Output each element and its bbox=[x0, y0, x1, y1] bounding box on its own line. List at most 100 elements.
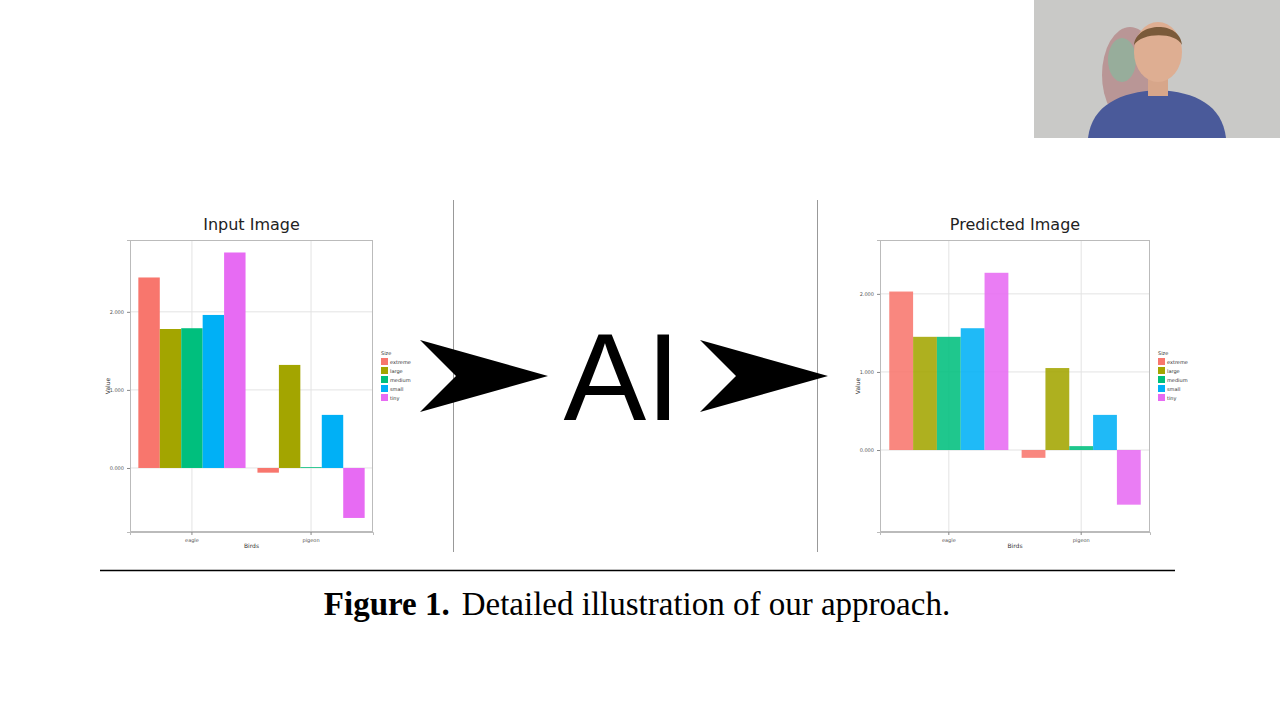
legend-label: small bbox=[390, 386, 403, 392]
y-tick-mark bbox=[877, 450, 880, 451]
x-tick-mark bbox=[1081, 532, 1082, 535]
x-axis-line bbox=[131, 533, 374, 536]
bar bbox=[300, 467, 321, 469]
y-tick-mark bbox=[877, 294, 880, 295]
y-tick: 0.000 bbox=[860, 447, 880, 453]
bar bbox=[322, 415, 343, 468]
legend-swatch bbox=[381, 358, 388, 365]
legend: Sizeextremelargemediumsmalltiny bbox=[381, 350, 411, 402]
webcam-painting-detail bbox=[1108, 38, 1136, 82]
x-tick: eagle bbox=[942, 532, 956, 544]
y-tick-mark bbox=[877, 372, 880, 373]
x-tick-mark bbox=[191, 532, 192, 535]
legend-label: extreme bbox=[1167, 359, 1188, 365]
y-tick-mark bbox=[127, 468, 130, 469]
chart-title: Predicted Image bbox=[950, 215, 1080, 234]
grid-line-y bbox=[130, 311, 373, 312]
plot-background bbox=[130, 240, 373, 532]
legend-swatch bbox=[1158, 367, 1165, 374]
legend-swatch bbox=[381, 394, 388, 401]
legend-swatch bbox=[381, 367, 388, 374]
y-tick: 1.000 bbox=[860, 369, 880, 375]
legend-swatch bbox=[1158, 376, 1165, 383]
y-tick-label: 1.000 bbox=[860, 369, 874, 375]
x-axis-title: Birds bbox=[1007, 542, 1022, 549]
legend-label: large bbox=[390, 368, 403, 375]
grid-line-y bbox=[880, 293, 1150, 294]
caption-label: Figure 1. bbox=[324, 586, 450, 622]
bars bbox=[138, 252, 364, 517]
bar bbox=[913, 337, 937, 450]
y-axis-title: Value bbox=[854, 377, 861, 394]
x-tick-mark bbox=[948, 532, 949, 535]
webcam-background bbox=[1034, 0, 1280, 138]
x-tick-label: eagle bbox=[942, 537, 956, 544]
arrow-right bbox=[700, 340, 828, 412]
y-tick-label: 2.000 bbox=[110, 309, 124, 315]
legend-swatch bbox=[381, 385, 388, 392]
bar bbox=[1117, 450, 1141, 505]
y-tick-mark bbox=[127, 390, 130, 391]
bar bbox=[279, 365, 300, 468]
bar bbox=[138, 277, 159, 468]
y-tick: 2.000 bbox=[110, 309, 130, 315]
plot-frame bbox=[131, 241, 373, 532]
y-axis: 0.000 1.000 2.000 bbox=[110, 241, 131, 533]
y-tick: 0.000 bbox=[110, 465, 130, 471]
plot-frame bbox=[881, 241, 1150, 532]
center-text: AI bbox=[563, 308, 680, 446]
webcam-body bbox=[1088, 90, 1226, 138]
legend-label: tiny bbox=[390, 395, 400, 402]
y-tick-label: 0.000 bbox=[860, 447, 874, 453]
legend-label: medium bbox=[1167, 377, 1188, 383]
figure-canvas: AI Figure 1. Detailed illustration of our … bbox=[0, 0, 1280, 720]
bar bbox=[343, 468, 364, 518]
bar bbox=[160, 329, 181, 468]
legend-title: Size bbox=[1158, 350, 1168, 356]
y-tick-label: 0.000 bbox=[110, 465, 124, 471]
bar bbox=[937, 337, 961, 450]
bar bbox=[985, 273, 1009, 450]
x-tick: eagle bbox=[185, 532, 199, 544]
legend-swatch bbox=[1158, 358, 1165, 365]
x-axis-line bbox=[881, 533, 1151, 536]
y-axis: 0.000 1.000 2.000 bbox=[860, 241, 881, 533]
bar bbox=[961, 328, 985, 450]
bar bbox=[181, 328, 202, 468]
arrow-left bbox=[420, 340, 548, 412]
y-tick: 1.000 bbox=[110, 387, 130, 393]
bar bbox=[1045, 368, 1069, 450]
separator-left bbox=[453, 200, 454, 552]
chart: Predicted Image 0.000 1.000 2.000 eagle pigeo… bbox=[854, 215, 1188, 549]
bar bbox=[224, 252, 245, 467]
caption: Figure 1. Detailed illustration of our ap… bbox=[324, 586, 950, 622]
y-tick: 2.000 bbox=[860, 291, 880, 297]
legend-swatch bbox=[1158, 394, 1165, 401]
legend-label: extreme bbox=[390, 359, 411, 365]
caption-text: Detailed illustration of our approach. bbox=[462, 586, 950, 622]
y-tick-label: 2.000 bbox=[860, 291, 874, 297]
grid bbox=[130, 240, 373, 532]
bar bbox=[203, 315, 224, 468]
legend-label: tiny bbox=[1167, 395, 1177, 402]
y-tick-mark bbox=[127, 312, 130, 313]
x-tick-label: eagle bbox=[185, 537, 199, 544]
y-axis-line bbox=[127, 241, 131, 533]
caption-rule bbox=[100, 570, 1175, 572]
y-axis-title: Value bbox=[104, 377, 111, 394]
grid bbox=[880, 240, 1150, 532]
webcam-head bbox=[1134, 22, 1182, 82]
bar bbox=[1093, 415, 1117, 450]
x-tick-label: pigeon bbox=[1073, 537, 1090, 544]
plot-background bbox=[880, 240, 1150, 532]
legend-swatch bbox=[381, 376, 388, 383]
bar bbox=[889, 292, 913, 450]
legend: Sizeextremelargemediumsmalltiny bbox=[1158, 350, 1188, 402]
legend-label: large bbox=[1167, 368, 1180, 375]
chart-title: Input Image bbox=[203, 215, 300, 234]
chart: Input Image0.0001.0002.000eaglepigeonBir… bbox=[104, 215, 411, 549]
legend-label: medium bbox=[390, 377, 411, 383]
y-tick-label: 1.000 bbox=[110, 387, 124, 393]
x-tick: pigeon bbox=[303, 532, 320, 544]
webcam-inset bbox=[1034, 0, 1280, 138]
